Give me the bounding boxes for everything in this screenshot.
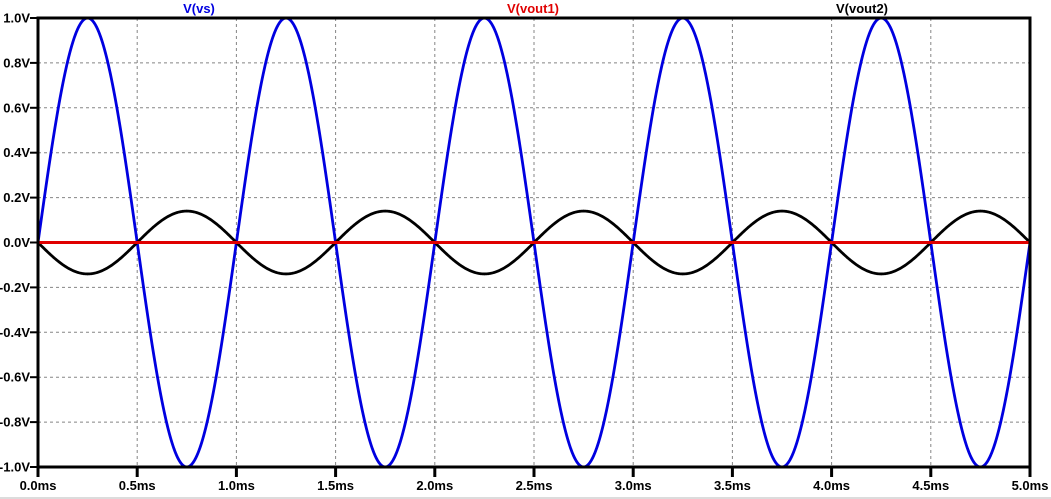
legend-trace-vout2[interactable]: V(vout2) — [836, 1, 888, 16]
y-tick-label: 1.0V — [3, 11, 30, 26]
x-tick-label: 4.0ms — [813, 478, 850, 493]
x-tick-label: 4.5ms — [912, 478, 949, 493]
y-tick-label: -1.0V — [0, 460, 30, 475]
x-tick-label: 5.0ms — [1012, 478, 1049, 493]
legend-trace-vout1[interactable]: V(vout1) — [507, 1, 559, 16]
y-tick-label: -0.4V — [0, 325, 30, 340]
x-tick-label: 0.0ms — [20, 478, 57, 493]
x-tick-label: 1.5ms — [317, 478, 354, 493]
legend-trace-vs[interactable]: V(vs) — [183, 1, 215, 16]
x-tick-label: 2.0ms — [416, 478, 453, 493]
y-tick-label: 0.4V — [3, 145, 30, 160]
x-tick-label: 3.0ms — [615, 478, 652, 493]
x-tick-label: 2.5ms — [516, 478, 553, 493]
y-tick-label: 0.2V — [3, 190, 30, 205]
y-tick-label: -0.6V — [0, 370, 30, 385]
y-tick-label: 0.8V — [3, 55, 30, 70]
x-tick-label: 0.5ms — [119, 478, 156, 493]
y-tick-label: 0.0V — [3, 235, 30, 250]
x-tick-label: 1.0ms — [218, 478, 255, 493]
y-tick-label: -0.2V — [0, 280, 30, 295]
y-tick-label: 0.6V — [3, 100, 30, 115]
x-tick-label: 3.5ms — [714, 478, 751, 493]
y-tick-label: -0.8V — [0, 415, 30, 430]
